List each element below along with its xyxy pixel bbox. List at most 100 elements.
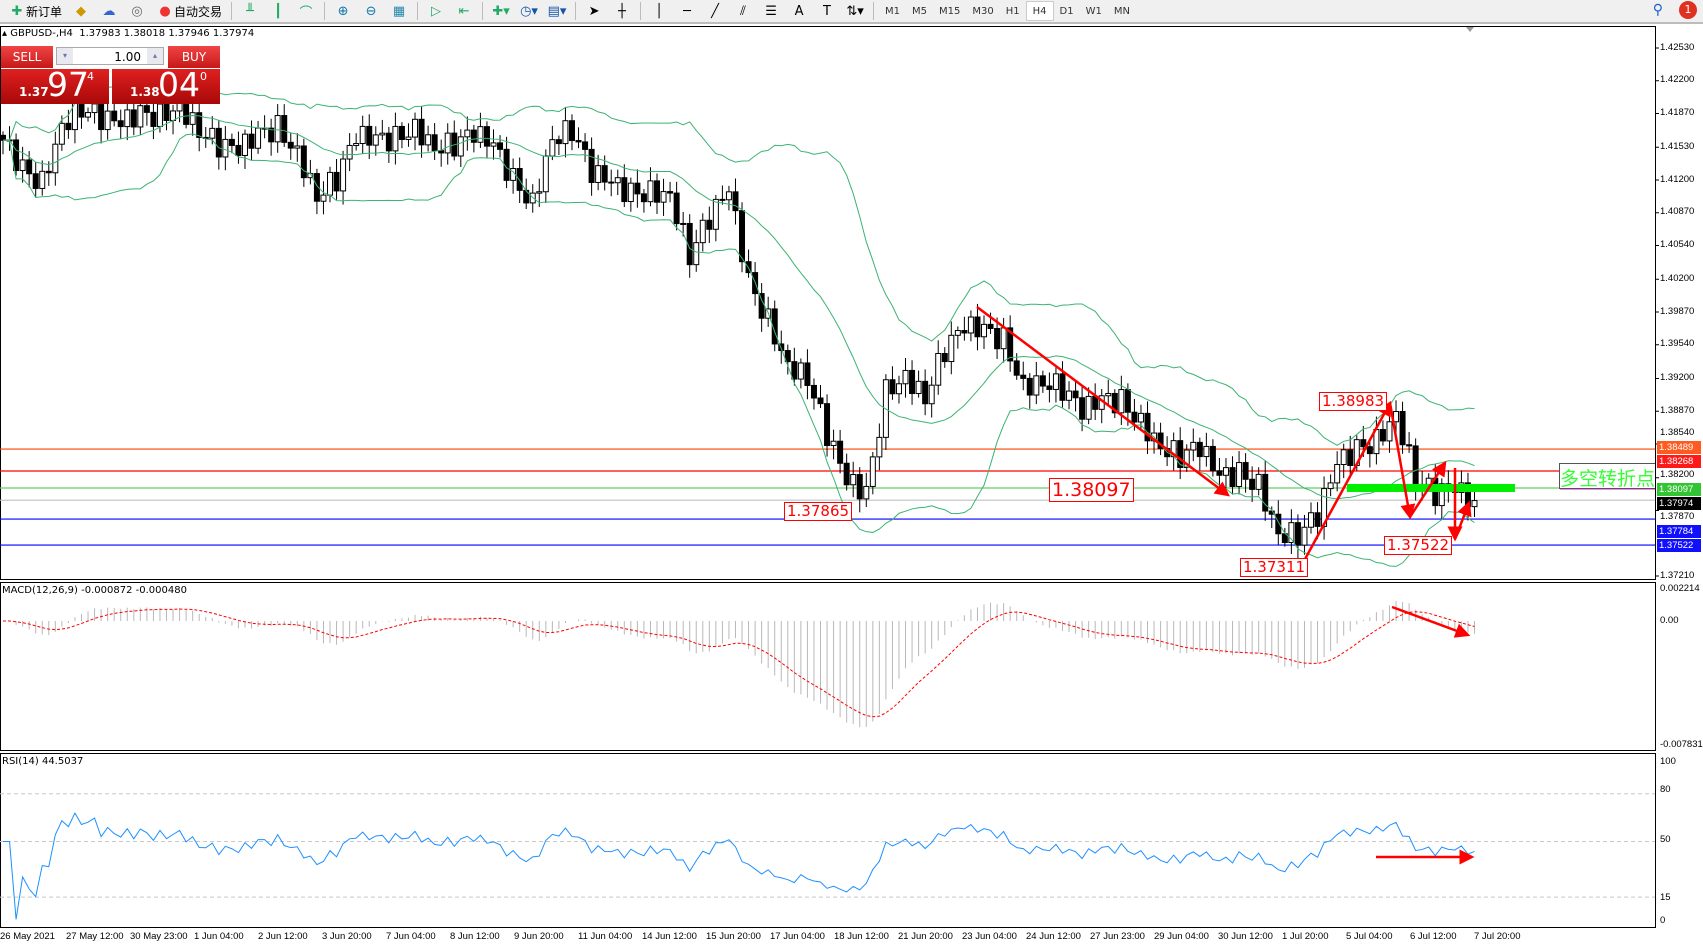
- bearish-candle: [837, 440, 844, 464]
- text-button[interactable]: A: [786, 1, 812, 21]
- bearish-candle: [1347, 449, 1354, 466]
- history-button[interactable]: ◆: [68, 1, 94, 21]
- vertical-line-icon: │: [655, 3, 663, 19]
- toolbar: ✚ 新订单 ◆ ☁ ◎ ● 自动交易 ╨ ┃ ⌒ ⊕ ⊖ ▦ ▷ ⇤ ✚▾ ◷▾ ▤…: [0, 0, 1703, 24]
- bearish-candle: [1399, 411, 1406, 446]
- timeframe-m30[interactable]: M30: [972, 5, 994, 17]
- lot-value[interactable]: 1.00: [114, 50, 141, 64]
- bullish-candle: [58, 122, 65, 145]
- crosshair-icon: ┼: [618, 3, 626, 19]
- line-chart-button[interactable]: ⌒: [293, 1, 319, 21]
- bearish-candle: [974, 316, 981, 338]
- collapse-triangle-icon[interactable]: ▴: [2, 28, 11, 39]
- bearish-candle: [1216, 470, 1223, 476]
- candle-chart-button[interactable]: ┃: [265, 1, 291, 21]
- bearish-candle: [300, 145, 307, 179]
- text-icon: A: [794, 3, 804, 19]
- tile-button[interactable]: ▦: [386, 1, 412, 21]
- sell-button[interactable]: SELL: [1, 46, 53, 68]
- bearish-candle: [13, 139, 20, 172]
- bollinger-middle-band: [2, 114, 1475, 500]
- price-annotation[interactable]: 1.37522: [1384, 536, 1453, 555]
- auto-trading-button[interactable]: ● 自动交易: [152, 1, 226, 21]
- bar-chart-button[interactable]: ╨: [237, 1, 263, 21]
- timeframe-w1[interactable]: W1: [1085, 5, 1102, 17]
- bullish-candle: [340, 158, 347, 192]
- zoom-in-button[interactable]: ⊕: [330, 1, 356, 21]
- indicators-button[interactable]: ✚▾: [488, 1, 514, 21]
- bullish-candle: [725, 191, 732, 201]
- bearish-candle: [163, 103, 170, 121]
- bearish-candle: [961, 330, 968, 334]
- rsi-tick-label: 100: [1660, 756, 1676, 767]
- pivot-zone-bar: [1347, 483, 1515, 492]
- bullish-candle: [1118, 389, 1125, 414]
- buy-button[interactable]: BUY: [168, 46, 220, 68]
- main-pane-border: [0, 26, 1656, 580]
- bearish-candle: [575, 140, 582, 143]
- bullish-candle: [19, 159, 26, 172]
- radio-button[interactable]: ◎: [124, 1, 150, 21]
- bullish-candle: [1190, 441, 1197, 451]
- timeframe-mn[interactable]: MN: [1113, 5, 1130, 17]
- timeframe-m5[interactable]: M5: [912, 5, 928, 17]
- channel-button[interactable]: ⫽: [730, 1, 756, 21]
- price-tick-label: 1.38540: [1660, 426, 1695, 438]
- timeframe-d1[interactable]: D1: [1059, 5, 1074, 17]
- bullish-candle: [1203, 445, 1210, 458]
- time-tick-label: 1 Jul 20:00: [1282, 931, 1329, 942]
- search-icon[interactable]: ⚲: [1652, 2, 1663, 18]
- cursor-button[interactable]: ➤: [581, 1, 607, 21]
- autoscroll-button[interactable]: ▷: [423, 1, 449, 21]
- timeframe-m15[interactable]: M15: [939, 5, 961, 17]
- divider: [575, 2, 577, 20]
- lot-decrease-icon[interactable]: ▾: [57, 48, 73, 64]
- bearish-candle: [235, 144, 242, 156]
- zoom-out-button[interactable]: ⊖: [358, 1, 384, 21]
- bullish-candle: [170, 110, 177, 121]
- pivot-text-label[interactable]: 多空转折点: [1559, 463, 1655, 489]
- price-annotation[interactable]: 1.37311: [1240, 558, 1309, 577]
- arrows-button[interactable]: ⇅▾: [842, 1, 868, 21]
- templates-button[interactable]: ▤▾: [544, 1, 570, 21]
- price-annotation[interactable]: 1.38983: [1319, 392, 1388, 411]
- bullish-candle: [353, 143, 360, 146]
- sell-price[interactable]: 1.37 97 4: [1, 65, 109, 104]
- bearish-candle: [65, 122, 72, 131]
- time-tick-label: 26 May 2021: [0, 931, 55, 942]
- horizontal-line-button[interactable]: ─: [674, 1, 700, 21]
- bearish-candle: [1209, 445, 1216, 472]
- chart-shift-button[interactable]: ⇤: [451, 1, 477, 21]
- vertical-line-button[interactable]: │: [646, 1, 672, 21]
- lot-increase-icon[interactable]: ▴: [147, 48, 163, 64]
- bullish-candle: [1255, 473, 1262, 490]
- crosshair-button[interactable]: ┼: [609, 1, 635, 21]
- timeframe-m1[interactable]: M1: [885, 5, 901, 17]
- buy-price[interactable]: 1.38 04 0: [112, 65, 220, 104]
- bearish-candle: [398, 125, 405, 140]
- notification-badge[interactable]: 1: [1679, 1, 1697, 19]
- lot-size-field[interactable]: ▾ 1.00 ▴: [56, 47, 164, 65]
- bearish-candle: [470, 129, 477, 143]
- bullish-candle: [562, 120, 569, 145]
- label-button[interactable]: T: [814, 1, 840, 21]
- bullish-candle: [869, 456, 876, 487]
- bearish-candle: [268, 127, 275, 143]
- timeframe-h1[interactable]: H1: [1005, 5, 1020, 17]
- trendline-button[interactable]: ╱: [702, 1, 728, 21]
- bullish-candle: [1327, 482, 1334, 490]
- periods-button[interactable]: ◷▾: [516, 1, 542, 21]
- price-level-label: 1.38097: [1657, 482, 1701, 496]
- bullish-candle: [327, 171, 333, 196]
- price-level-label: 1.38268: [1657, 454, 1701, 468]
- rsi-line: [3, 812, 1475, 920]
- bullish-candle: [1340, 449, 1347, 466]
- timeframe-h4[interactable]: H4: [1025, 1, 1054, 21]
- price-annotation[interactable]: 1.38097: [1049, 478, 1134, 502]
- signals-button[interactable]: ☁: [96, 1, 122, 21]
- new-order-button[interactable]: ✚ 新订单: [4, 1, 66, 21]
- price-annotation[interactable]: 1.37865: [784, 502, 853, 521]
- bullish-candle: [863, 485, 870, 500]
- fibo-button[interactable]: ☰: [758, 1, 784, 21]
